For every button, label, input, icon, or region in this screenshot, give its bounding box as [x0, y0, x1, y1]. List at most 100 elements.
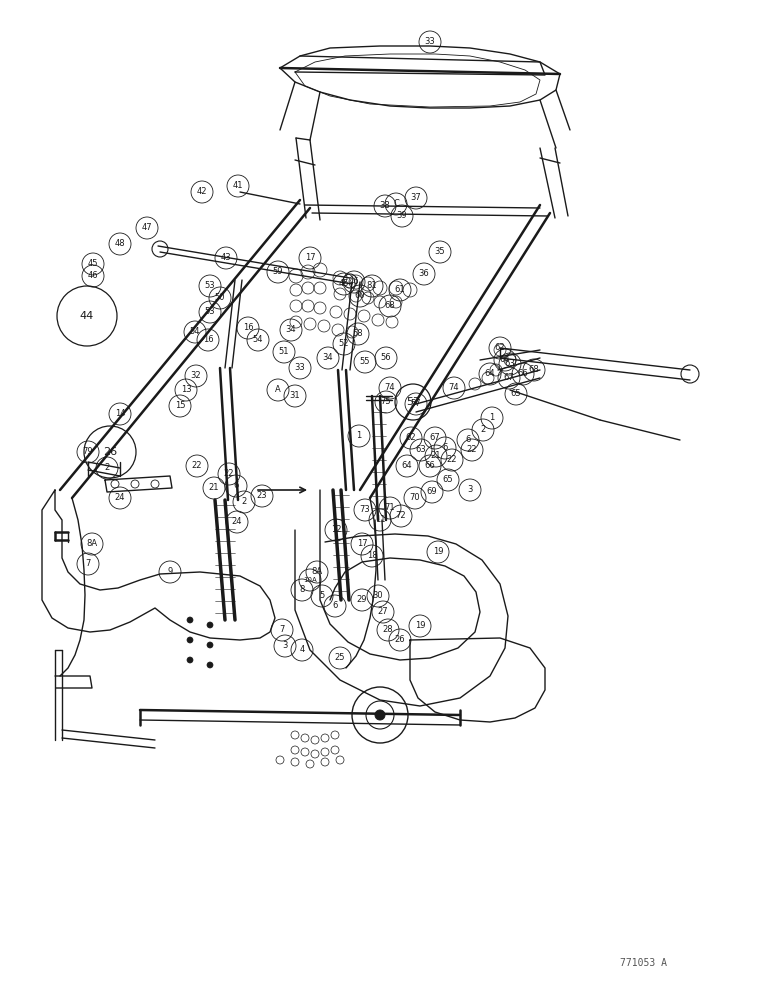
Text: 53: 53: [205, 308, 215, 316]
Text: 1: 1: [357, 432, 361, 440]
Text: 13: 13: [181, 385, 191, 394]
Text: 14: 14: [115, 410, 125, 418]
Text: 33: 33: [425, 37, 435, 46]
Text: 47: 47: [142, 224, 152, 232]
Text: 18: 18: [367, 552, 378, 560]
Text: 79: 79: [83, 448, 93, 456]
Text: 66: 66: [425, 462, 435, 471]
Text: 35: 35: [435, 247, 445, 256]
Text: 16: 16: [203, 336, 213, 344]
Text: 32: 32: [191, 371, 201, 380]
Text: 68: 68: [384, 302, 395, 310]
Text: 6: 6: [466, 436, 471, 444]
Text: 12: 12: [330, 526, 341, 534]
Text: 6: 6: [442, 444, 448, 452]
Text: 10A: 10A: [303, 577, 317, 583]
Text: 71: 71: [384, 504, 395, 512]
Text: 72: 72: [396, 512, 406, 520]
Text: 55: 55: [360, 358, 371, 366]
Text: 43: 43: [221, 253, 232, 262]
Text: 24: 24: [232, 518, 242, 526]
Text: 58: 58: [353, 330, 364, 338]
Text: 27: 27: [378, 607, 388, 616]
Text: 39: 39: [397, 212, 408, 221]
Text: 26: 26: [103, 447, 117, 457]
Text: 45: 45: [88, 259, 98, 268]
Text: 7: 7: [86, 560, 90, 568]
Text: 3: 3: [467, 486, 472, 494]
Text: 33: 33: [295, 363, 306, 372]
Text: 61: 61: [394, 286, 405, 294]
Text: 17: 17: [305, 253, 315, 262]
Text: 26: 26: [394, 636, 405, 645]
Text: 68: 68: [529, 365, 540, 374]
Text: 17: 17: [357, 540, 367, 548]
Text: 25: 25: [335, 654, 345, 662]
Text: 22: 22: [224, 470, 234, 479]
Text: 24: 24: [115, 493, 125, 502]
Text: 64: 64: [499, 356, 510, 364]
Text: 62: 62: [406, 434, 416, 442]
Text: 16: 16: [242, 324, 253, 332]
Text: 30: 30: [373, 591, 384, 600]
Text: 57: 57: [411, 399, 422, 408]
Text: 36: 36: [418, 269, 429, 278]
Text: 65: 65: [442, 476, 453, 485]
Text: 51: 51: [279, 348, 290, 357]
Text: 46: 46: [88, 271, 98, 280]
Text: 59: 59: [273, 267, 283, 276]
Text: 15: 15: [174, 401, 185, 410]
Circle shape: [207, 642, 213, 648]
Text: 53: 53: [205, 282, 215, 290]
Text: 2: 2: [242, 497, 246, 506]
Text: 6: 6: [233, 482, 239, 490]
Text: 54: 54: [252, 336, 263, 344]
Text: 5: 5: [320, 591, 324, 600]
Text: A: A: [275, 385, 281, 394]
Text: 41: 41: [232, 182, 243, 190]
Text: 19: 19: [415, 621, 425, 631]
Text: 4: 4: [300, 646, 305, 654]
Text: 3: 3: [283, 642, 288, 650]
Text: 60: 60: [354, 292, 365, 300]
Text: 52: 52: [339, 340, 349, 349]
Text: 64: 64: [485, 369, 496, 378]
Text: 50: 50: [215, 294, 225, 302]
Text: 38: 38: [380, 202, 391, 211]
Text: 63: 63: [415, 446, 426, 454]
Text: 62: 62: [495, 344, 506, 353]
Text: 37: 37: [411, 194, 422, 202]
Text: 23: 23: [256, 491, 267, 500]
Text: 28: 28: [383, 626, 393, 635]
Text: 67: 67: [503, 373, 514, 382]
Text: 29: 29: [357, 595, 367, 604]
Text: 73: 73: [360, 506, 371, 514]
Text: 6: 6: [332, 601, 337, 610]
Text: 44: 44: [80, 311, 94, 321]
Circle shape: [375, 710, 385, 720]
Text: 56: 56: [381, 354, 391, 362]
Text: 1: 1: [489, 414, 495, 422]
Text: 63: 63: [505, 360, 516, 368]
Text: 46: 46: [349, 277, 359, 286]
Circle shape: [187, 617, 193, 623]
Text: 8A: 8A: [311, 568, 323, 576]
Text: 2: 2: [104, 464, 110, 473]
Text: 9: 9: [168, 568, 173, 576]
Text: 54: 54: [190, 328, 200, 336]
Text: 69: 69: [427, 488, 437, 496]
Circle shape: [207, 622, 213, 628]
Text: 22: 22: [467, 446, 477, 454]
Text: 66: 66: [517, 369, 528, 378]
Text: 8: 8: [300, 585, 305, 594]
Text: 75: 75: [381, 397, 391, 406]
Text: 22: 22: [447, 456, 457, 464]
Text: 57: 57: [406, 397, 420, 407]
Text: 11: 11: [374, 516, 385, 524]
Text: 42: 42: [197, 188, 207, 196]
Text: 31: 31: [290, 391, 300, 400]
Text: 74: 74: [449, 383, 459, 392]
Circle shape: [207, 662, 213, 668]
Text: 34: 34: [323, 354, 334, 362]
Text: 19: 19: [433, 548, 443, 556]
